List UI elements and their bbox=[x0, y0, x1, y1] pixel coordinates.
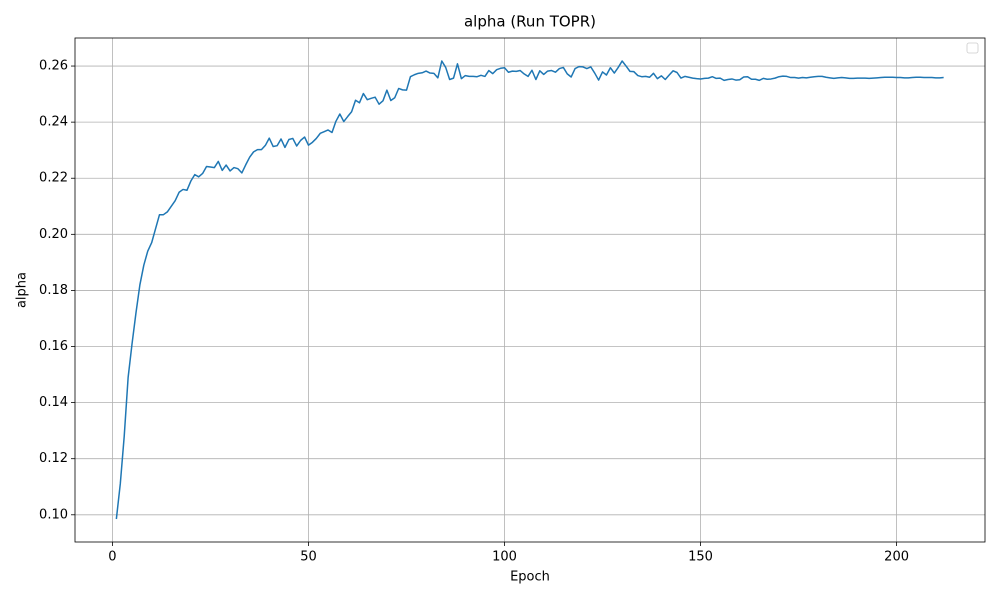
x-tick-label: 50 bbox=[300, 550, 317, 565]
y-tick-label: 0.10 bbox=[39, 507, 68, 522]
chart-title: alpha (Run TOPR) bbox=[464, 13, 596, 31]
x-tick-label: 200 bbox=[884, 550, 909, 565]
x-tick-label: 0 bbox=[108, 550, 116, 565]
plot-frame bbox=[74, 37, 986, 543]
y-tick-label: 0.14 bbox=[39, 395, 68, 410]
y-tick-label: 0.24 bbox=[39, 115, 68, 130]
x-tick-label: 100 bbox=[492, 550, 517, 565]
y-tick-label: 0.18 bbox=[39, 283, 68, 298]
data-line bbox=[115, 60, 944, 520]
y-tick-label: 0.26 bbox=[39, 59, 68, 74]
legend-box bbox=[966, 42, 979, 54]
y-tick-label: 0.22 bbox=[39, 171, 68, 186]
x-tick-label: 150 bbox=[688, 550, 713, 565]
y-axis-label: alpha bbox=[15, 272, 30, 308]
x-axis-label: Epoch bbox=[510, 570, 550, 585]
y-tick-label: 0.16 bbox=[39, 339, 68, 354]
y-tick-label: 0.12 bbox=[39, 451, 68, 466]
y-tick-label: 0.20 bbox=[39, 227, 68, 242]
